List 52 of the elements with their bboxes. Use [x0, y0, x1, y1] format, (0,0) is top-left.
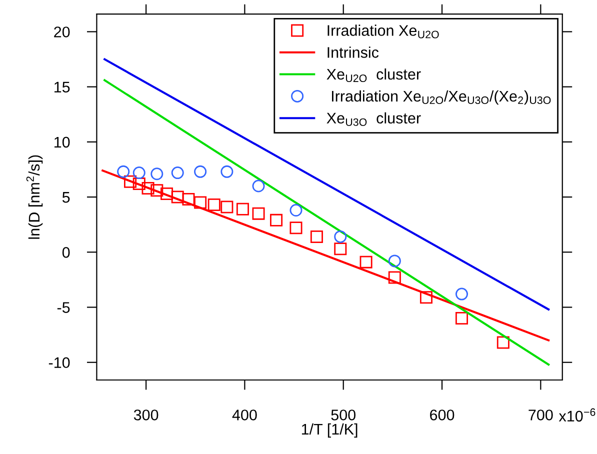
x-tick-label: 600: [430, 410, 454, 420]
point: [194, 196, 207, 209]
point: [455, 312, 468, 325]
point: [252, 207, 265, 220]
point: [455, 288, 468, 300]
y-tick-label: 5: [62, 192, 70, 203]
point: [132, 166, 146, 180]
point: [334, 230, 347, 243]
point: [150, 168, 164, 180]
point: [182, 192, 195, 206]
x-axis-title: 1/T [1/K]: [302, 423, 358, 438]
point: [420, 291, 432, 304]
point: [132, 178, 146, 190]
y-tick-label: 15: [54, 82, 70, 93]
point: [142, 182, 154, 194]
x-tick-label: 300: [134, 410, 158, 420]
point: [252, 180, 265, 192]
point: [117, 165, 130, 178]
x-tick-label: 400: [232, 410, 257, 420]
point: [160, 187, 174, 200]
text: x10$^{−6}$: [558, 408, 596, 422]
legend-label: Xe$_{U2O}$ cluster: [326, 68, 421, 82]
point: [388, 271, 401, 284]
legend-label: Xe$_{U3O}$ cluster: [326, 112, 421, 126]
point: [236, 202, 249, 216]
y-tick-label: -5: [57, 302, 70, 313]
point: [310, 230, 323, 243]
x-tick-label: 500: [331, 410, 356, 420]
point: [496, 336, 510, 349]
legend-label: Irradiation Xe$_{U2O}$/Xe$_{U3O}$/(Xe$_{2}$)$_{U3O}$: [332, 90, 551, 105]
point: [124, 175, 137, 188]
point: [290, 222, 302, 234]
legend-label: Intrinsic: [328, 46, 379, 58]
point: [360, 256, 372, 268]
x-tick-label: 700: [528, 410, 553, 420]
y-tick-label: 10: [54, 136, 70, 148]
point: [208, 198, 220, 211]
legend-label: Irradiation Xe$_{U2O}$: [328, 24, 439, 38]
point: [334, 242, 347, 256]
point: [171, 190, 184, 204]
point: [220, 200, 234, 214]
point: [171, 166, 184, 180]
point: [270, 214, 283, 226]
point: [220, 165, 234, 178]
point: [290, 204, 302, 217]
y-axis-title: ln(D [nm$^{2}$/s]): [26, 155, 43, 239]
y-tick-label: 0: [62, 247, 70, 258]
y-tick-label: 20: [54, 26, 70, 38]
point: [388, 254, 401, 268]
point: [194, 165, 207, 178]
y-tick-label: -10: [48, 357, 70, 368]
point: [150, 184, 164, 197]
